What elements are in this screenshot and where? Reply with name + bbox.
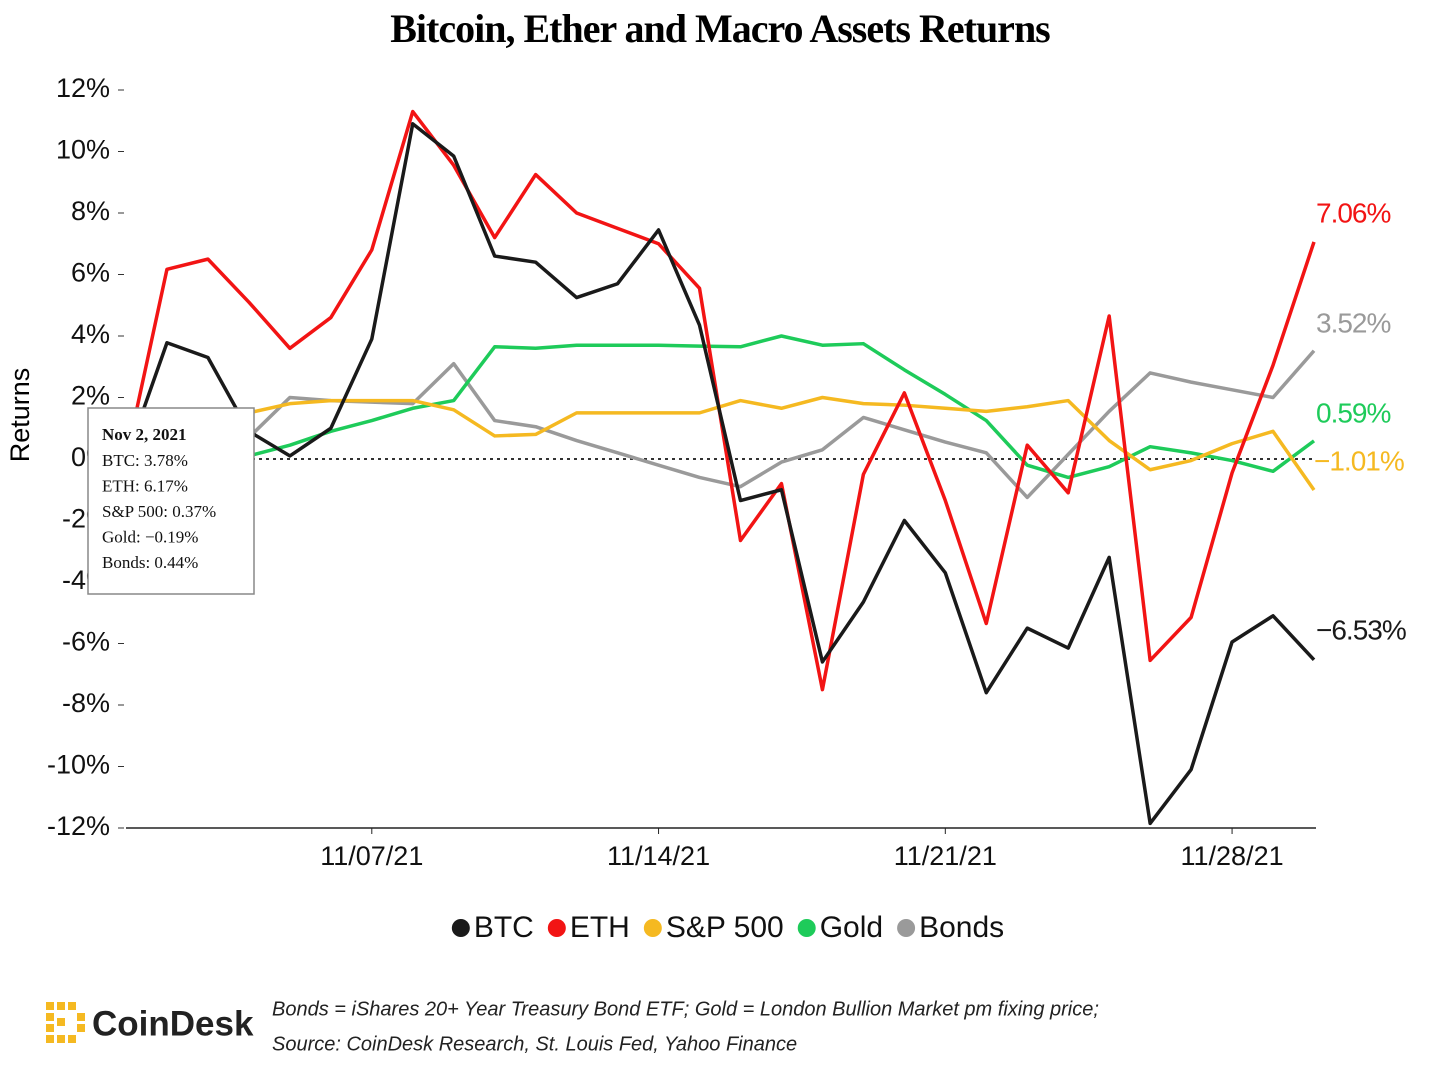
tooltip: Nov 2, 2021 BTC: 3.78% ETH: 6.17% S&P 500: … <box>87 407 255 595</box>
legend-label: Bonds <box>919 911 1004 944</box>
y-axis-label: Returns <box>5 368 35 463</box>
data-label: 3.52% <box>1316 307 1390 338</box>
y-tick-label: 6% <box>71 258 110 288</box>
legend-label: BTC <box>474 911 534 944</box>
y-tick-label: -8% <box>62 688 110 718</box>
x-tick-label: 11/14/21 <box>607 841 710 871</box>
x-tick-label: 11/21/21 <box>894 841 997 871</box>
x-tick-label: 11/28/21 <box>1181 841 1284 871</box>
legend-label: Gold <box>820 911 883 944</box>
tooltip-line: S&P 500: 0.37% <box>102 502 216 521</box>
legend-label: S&P 500 <box>666 911 784 944</box>
data-label: 7.06% <box>1316 197 1390 228</box>
legend-marker <box>797 919 816 937</box>
tooltip-line: Gold: −0.19% <box>102 527 198 546</box>
tooltip-box <box>87 407 255 595</box>
legend-marker <box>897 919 916 937</box>
tooltip-line: Bonds: 0.44% <box>102 553 198 572</box>
legend-marker <box>547 919 566 937</box>
tooltip-line: BTC: 3.78% <box>102 451 188 470</box>
y-tick-label: -12% <box>47 811 110 841</box>
legend-label: ETH <box>570 911 630 944</box>
series-line <box>124 122 1316 826</box>
y-tick-label: 4% <box>71 319 110 349</box>
footer-logo <box>46 1002 85 1043</box>
y-tick-label: 2% <box>71 381 110 411</box>
legend: BTC ETH S&P 500 Gold Bonds <box>451 911 1004 944</box>
series-line <box>124 109 1316 692</box>
x-tick-label: 11/07/21 <box>320 841 423 871</box>
y-tick-label: 12% <box>56 73 110 103</box>
legend-marker <box>643 919 662 937</box>
footer-note: Source: CoinDesk Research, St. Louis Fed… <box>272 1033 797 1055</box>
y-tick-label: -6% <box>62 627 110 657</box>
y-tick-label: 8% <box>71 196 110 226</box>
y-tick-label: 10% <box>56 135 110 165</box>
data-label: −6.53% <box>1316 614 1406 645</box>
tooltip-line: ETH: 6.17% <box>102 476 188 495</box>
legend-marker <box>451 919 470 937</box>
chart-title: Bitcoin, Ether and Macro Assets Returns <box>390 6 1050 51</box>
footer-brand: CoinDesk <box>92 1004 254 1043</box>
tooltip-title: Nov 2, 2021 <box>102 425 187 444</box>
data-label: −1.01% <box>1314 445 1404 476</box>
data-label: 0.59% <box>1316 397 1390 428</box>
y-tick-label: -10% <box>47 750 110 780</box>
footer-note: Bonds = iShares 20+ Year Treasury Bond E… <box>272 998 1099 1020</box>
